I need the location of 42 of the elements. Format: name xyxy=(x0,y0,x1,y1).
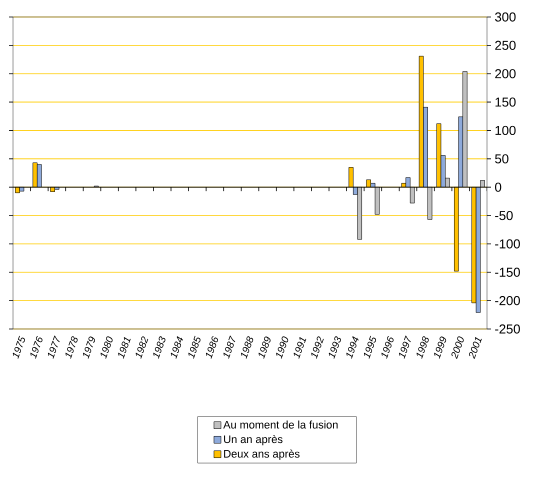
x-tick-label: 1987 xyxy=(223,336,236,359)
y-tick-label: -50 xyxy=(495,210,513,220)
x-tick-label: 1975 xyxy=(12,336,25,359)
x-tick-label: 1999 xyxy=(434,336,446,359)
y-tick-label: -250 xyxy=(495,324,520,334)
x-tick-label: 1984 xyxy=(170,336,184,359)
x-tick-label: 1994 xyxy=(346,336,359,359)
y-tick-label: 100 xyxy=(496,126,516,136)
x-tick-label: 1998 xyxy=(416,336,429,359)
legend-label: Un an après xyxy=(224,434,282,446)
y-tick-label: 0 xyxy=(495,182,502,192)
x-tick-label: 2000 xyxy=(451,336,464,360)
y-tick-label: -100 xyxy=(495,239,520,248)
legend-label: Deux ans après xyxy=(224,450,300,460)
x-tick-label: 1996 xyxy=(381,336,394,359)
x-tick-label: 1995 xyxy=(364,336,376,359)
x-tick-label: 1992 xyxy=(311,336,324,359)
x-tick-label: 1979 xyxy=(83,336,95,359)
x-tick-label: 1986 xyxy=(206,336,218,359)
x-tick-label: 2001 xyxy=(469,337,482,360)
x-tick-label: 1981 xyxy=(118,337,131,359)
x-tick-label: 1990 xyxy=(276,336,288,359)
legend-label: Au moment de la fusion xyxy=(223,420,338,429)
x-tick-label: 1989 xyxy=(258,336,271,359)
y-tick-label: 150 xyxy=(496,97,516,107)
x-tick-label: 1993 xyxy=(328,336,341,359)
x-tick-label: 1978 xyxy=(65,336,78,359)
x-tick-label: 1997 xyxy=(399,336,411,359)
y-tick-label: 50 xyxy=(495,154,508,164)
y-tick-label: 300 xyxy=(495,12,516,22)
y-tick-label: -200 xyxy=(495,296,520,306)
x-tick-label: 1983 xyxy=(153,336,166,359)
y-tick-label: -150 xyxy=(495,268,520,277)
y-tick-label: 250 xyxy=(495,40,516,50)
x-tick-label: 1991 xyxy=(294,337,306,359)
y-tick-label: 200 xyxy=(495,69,516,78)
x-tick-label: 1980 xyxy=(100,336,113,359)
x-tick-label: 1985 xyxy=(188,336,200,359)
x-tick-label: 1976 xyxy=(30,336,42,359)
x-tick-label: 1977 xyxy=(48,336,60,359)
x-tick-label: 1988 xyxy=(241,336,254,359)
x-tick-label: 1982 xyxy=(136,336,148,359)
